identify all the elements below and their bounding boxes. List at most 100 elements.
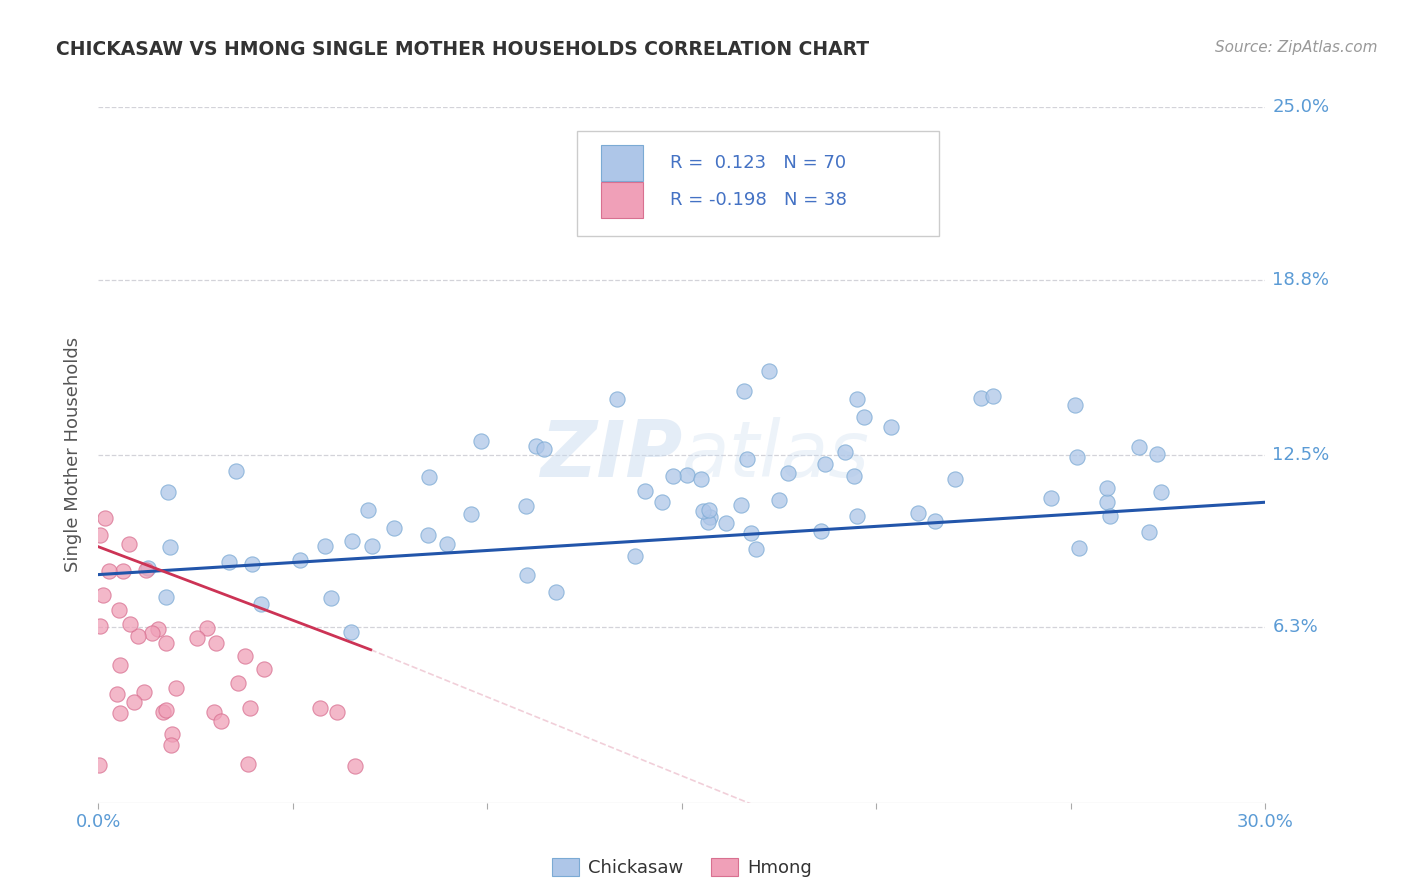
Point bbox=[1095, 495, 1118, 509]
Point bbox=[105, 687, 128, 701]
Point bbox=[1095, 481, 1118, 495]
Point bbox=[1128, 440, 1150, 454]
Point bbox=[91, 588, 114, 602]
Point bbox=[89, 528, 111, 542]
Point bbox=[108, 706, 131, 721]
Point bbox=[202, 705, 225, 719]
Text: 12.5%: 12.5% bbox=[1272, 446, 1330, 464]
Point bbox=[907, 506, 929, 520]
Point bbox=[159, 738, 181, 752]
Point bbox=[651, 494, 673, 508]
Point bbox=[186, 631, 208, 645]
Point bbox=[135, 563, 157, 577]
Point bbox=[1146, 448, 1168, 462]
Point bbox=[745, 542, 768, 557]
Point bbox=[697, 502, 720, 516]
Point bbox=[343, 758, 366, 772]
Point bbox=[211, 714, 233, 728]
Point bbox=[225, 464, 247, 478]
Point bbox=[141, 625, 163, 640]
Y-axis label: Single Mother Households: Single Mother Households bbox=[65, 337, 83, 573]
Text: R =  0.123   N = 70: R = 0.123 N = 70 bbox=[671, 153, 846, 171]
Point bbox=[1040, 491, 1063, 505]
Text: CHICKASAW VS HMONG SINGLE MOTHER HOUSEHOLDS CORRELATION CHART: CHICKASAW VS HMONG SINGLE MOTHER HOUSEHO… bbox=[56, 40, 869, 59]
Point bbox=[418, 470, 440, 484]
Text: 6.3%: 6.3% bbox=[1272, 618, 1319, 637]
Point bbox=[515, 567, 537, 582]
Text: ZIP: ZIP bbox=[540, 417, 682, 493]
FancyBboxPatch shape bbox=[576, 131, 939, 235]
Point bbox=[382, 521, 405, 535]
Point bbox=[111, 564, 134, 578]
Point bbox=[1098, 508, 1121, 523]
Point bbox=[714, 516, 737, 530]
Point bbox=[290, 553, 312, 567]
Point bbox=[460, 507, 482, 521]
Point bbox=[218, 555, 240, 569]
Point bbox=[690, 472, 713, 486]
Point bbox=[226, 676, 249, 690]
Point bbox=[89, 758, 111, 772]
Point bbox=[314, 539, 336, 553]
Point bbox=[233, 649, 256, 664]
Point bbox=[155, 703, 177, 717]
Point bbox=[1066, 450, 1088, 464]
Point bbox=[165, 681, 187, 695]
Point bbox=[981, 389, 1004, 403]
Point bbox=[108, 657, 131, 672]
Point bbox=[159, 540, 181, 554]
Point bbox=[733, 384, 755, 398]
Point bbox=[814, 458, 837, 472]
Point bbox=[740, 526, 762, 541]
Point bbox=[1064, 398, 1087, 412]
Point bbox=[195, 621, 218, 635]
Point bbox=[834, 445, 856, 459]
Point bbox=[319, 591, 342, 605]
Point bbox=[842, 469, 865, 483]
Point bbox=[699, 509, 721, 524]
Point bbox=[253, 663, 276, 677]
Point bbox=[148, 622, 170, 636]
Point bbox=[157, 485, 180, 500]
Point bbox=[127, 629, 149, 643]
Point bbox=[308, 700, 330, 714]
Point bbox=[692, 504, 714, 518]
Legend: Chickasaw, Hmong: Chickasaw, Hmong bbox=[546, 850, 818, 884]
Point bbox=[155, 636, 177, 650]
FancyBboxPatch shape bbox=[602, 182, 644, 219]
Text: 25.0%: 25.0% bbox=[1272, 98, 1330, 116]
Point bbox=[810, 524, 832, 539]
Point bbox=[634, 484, 657, 499]
Point bbox=[152, 705, 174, 719]
Point bbox=[880, 419, 903, 434]
Point bbox=[758, 364, 780, 378]
Point bbox=[730, 498, 752, 512]
Point bbox=[776, 466, 799, 480]
Point bbox=[544, 584, 567, 599]
Point bbox=[155, 590, 177, 604]
Point bbox=[676, 468, 699, 483]
Point bbox=[1150, 485, 1173, 500]
Point bbox=[924, 514, 946, 528]
Point bbox=[249, 597, 271, 611]
Point bbox=[661, 469, 683, 483]
Point bbox=[134, 685, 156, 699]
Text: atlas: atlas bbox=[682, 417, 870, 493]
Point bbox=[524, 439, 547, 453]
Point bbox=[768, 492, 790, 507]
Point bbox=[436, 537, 458, 551]
Point bbox=[845, 509, 868, 524]
Point bbox=[118, 616, 141, 631]
Point bbox=[98, 564, 121, 578]
Point bbox=[470, 434, 492, 448]
Point bbox=[696, 515, 718, 529]
Point bbox=[416, 528, 439, 542]
Point bbox=[89, 619, 111, 633]
Point bbox=[240, 557, 263, 571]
Point bbox=[1067, 541, 1090, 556]
Point bbox=[970, 391, 993, 405]
Point bbox=[122, 694, 145, 708]
Point bbox=[340, 534, 363, 549]
Point bbox=[943, 472, 966, 486]
Text: R = -0.198   N = 38: R = -0.198 N = 38 bbox=[671, 191, 848, 210]
